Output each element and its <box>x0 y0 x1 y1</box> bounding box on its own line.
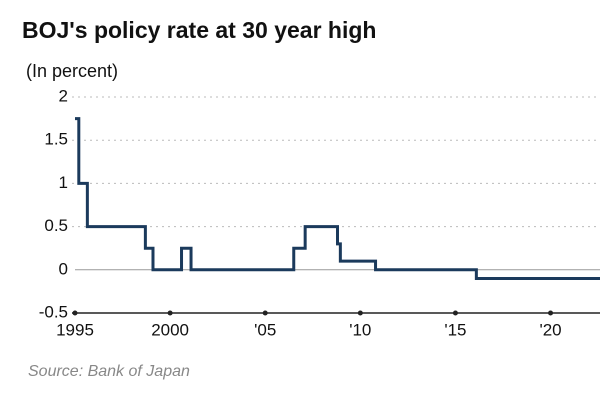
x-tick-label: '05 <box>254 320 276 339</box>
x-tick-mark <box>72 310 78 316</box>
rate-line <box>75 117 600 280</box>
source: Source: Bank of Japan <box>28 363 190 380</box>
y-tick-label: 2 <box>59 86 68 105</box>
x-tick-mark <box>262 310 268 316</box>
x-tick-label: 2000 <box>151 320 189 339</box>
chart-title: BOJ's policy rate at 30 year high <box>22 17 376 43</box>
y-tick-label: 1 <box>59 173 68 192</box>
y-tick-label: 0 <box>59 259 68 278</box>
x-tick-label: '15 <box>444 320 466 339</box>
x-tick-mark <box>167 310 173 316</box>
x-tick-label: '10 <box>349 320 371 339</box>
x-tick-label: '20 <box>539 320 561 339</box>
y-tick-label: -0.5 <box>39 302 68 321</box>
x-tick-mark <box>452 310 458 316</box>
x-tick-label: 1995 <box>56 320 94 339</box>
y-tick-label: 0.5 <box>44 216 68 235</box>
y-tick-label: 1.5 <box>44 130 68 149</box>
x-tick-mark <box>357 310 363 316</box>
chart-subtitle: (In percent) <box>26 61 118 81</box>
x-tick-mark <box>548 310 554 316</box>
